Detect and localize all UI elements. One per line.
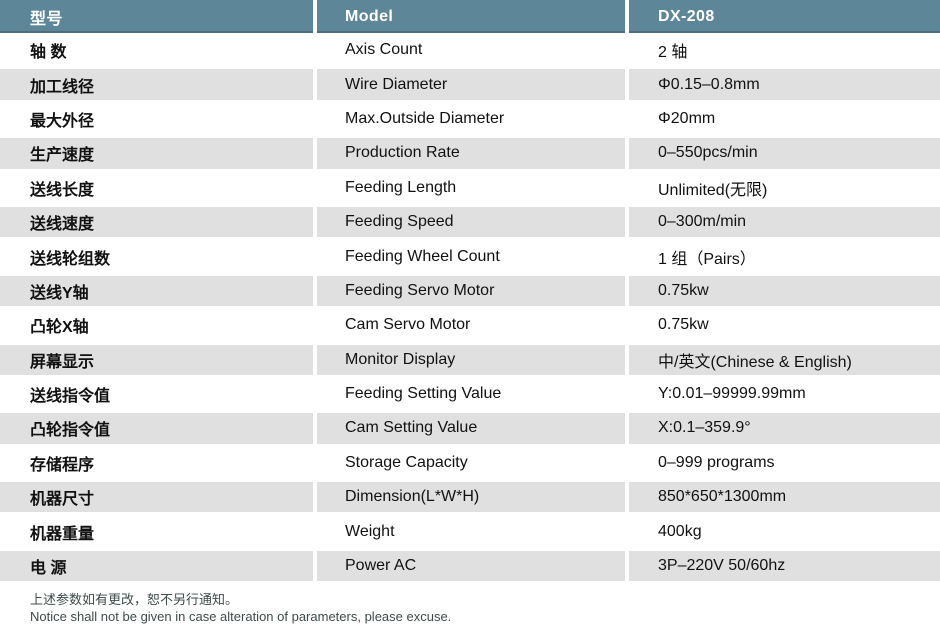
spec-label-cn: 送线速度 [0, 204, 317, 240]
spec-label-cn: 电 源 [0, 548, 317, 584]
spec-label-en: Max.Outside Diameter [317, 101, 629, 137]
spec-label-cn: 送线指令值 [0, 376, 317, 412]
table-row: 机器重量 Weight 400kg [0, 514, 940, 549]
spec-label-en: Axis Count [317, 33, 629, 68]
spec-label-en: Cam Servo Motor [317, 308, 629, 343]
table-row: 生产速度 Production Rate 0–550pcs/min [0, 136, 940, 171]
table-row: 送线指令值 Feeding Setting Value Y:0.01–99999… [0, 376, 940, 412]
disclaimer-line-cn: 上述参数如有更改，恕不另行通知。 [30, 592, 239, 608]
spec-label-en: Weight [317, 514, 629, 549]
header-model-label-en: Model [317, 0, 629, 33]
spec-label-en: Feeding Speed [317, 204, 629, 240]
spec-value: Y:0.01–99999.99mm [629, 376, 940, 412]
table-header-row: 型号 Model DX-208 [0, 0, 940, 33]
spec-value: Φ0.15–0.8mm [629, 67, 940, 102]
spec-table-body: 轴 数 Axis Count 2 轴 加工线径 Wire Diameter Φ0… [0, 33, 940, 584]
table-row: 送线轮组数 Feeding Wheel Count 1 组（Pairs） [0, 239, 940, 274]
spec-label-en: Dimension(L*W*H) [317, 480, 629, 515]
spec-label-en: Feeding Wheel Count [317, 239, 629, 274]
spec-label-en: Power AC [317, 548, 629, 584]
table-row: 电 源 Power AC 3P–220V 50/60hz [0, 548, 940, 584]
spec-label-en: Feeding Servo Motor [317, 273, 629, 309]
table-row: 存储程序 Storage Capacity 0–999 programs [0, 445, 940, 481]
spec-label-en: Production Rate [317, 136, 629, 171]
spec-label-en: Feeding Length [317, 170, 629, 205]
spec-value: 0.75kw [629, 273, 940, 309]
spec-label-cn: 机器尺寸 [0, 480, 317, 515]
spec-value: 0.75kw [629, 308, 940, 343]
spec-label-en: Monitor Display [317, 342, 629, 377]
header-model-value: DX-208 [629, 0, 940, 33]
table-row: 最大外径 Max.Outside Diameter Φ20mm [0, 101, 940, 137]
table-row: 送线长度 Feeding Length Unlimited(无限) [0, 170, 940, 205]
spec-label-cn: 送线Y轴 [0, 273, 317, 309]
spec-label-en: Storage Capacity [317, 445, 629, 481]
spec-label-cn: 轴 数 [0, 33, 317, 68]
table-row: 屏幕显示 Monitor Display 中/英文(Chinese & Engl… [0, 342, 940, 377]
spec-label-en: Feeding Setting Value [317, 376, 629, 412]
disclaimer: 上述参数如有更改，恕不另行通知。 Notice shall not be giv… [0, 583, 940, 625]
disclaimer-line-en: Notice shall not be given in case altera… [30, 608, 452, 624]
spec-label-en: Wire Diameter [317, 67, 629, 102]
table-row: 机器尺寸 Dimension(L*W*H) 850*650*1300mm [0, 480, 940, 515]
table-row: 凸轮X轴 Cam Servo Motor 0.75kw [0, 308, 940, 343]
spec-value: 0–300m/min [629, 204, 940, 240]
spec-label-cn: 凸轮指令值 [0, 411, 317, 446]
table-row: 凸轮指令值 Cam Setting Value X:0.1–359.9° [0, 411, 940, 446]
spec-label-cn: 凸轮X轴 [0, 308, 317, 343]
table-row: 轴 数 Axis Count 2 轴 [0, 33, 940, 68]
spec-label-cn: 存储程序 [0, 445, 317, 481]
spec-value: 0–550pcs/min [629, 136, 940, 171]
header-model-label-cn: 型号 [0, 0, 317, 33]
spec-value: 0–999 programs [629, 445, 940, 481]
spec-label-cn: 最大外径 [0, 101, 317, 137]
table-row: 加工线径 Wire Diameter Φ0.15–0.8mm [0, 67, 940, 102]
spec-label-cn: 送线长度 [0, 170, 317, 205]
spec-label-cn: 送线轮组数 [0, 239, 317, 274]
spec-value: 1 组（Pairs） [629, 239, 940, 274]
spec-value: 400kg [629, 514, 940, 549]
spec-value: Φ20mm [629, 101, 940, 137]
spec-value: 850*650*1300mm [629, 480, 940, 515]
table-row: 送线速度 Feeding Speed 0–300m/min [0, 204, 940, 240]
table-row: 送线Y轴 Feeding Servo Motor 0.75kw [0, 273, 940, 309]
spec-value: Unlimited(无限) [629, 170, 940, 205]
spec-label-cn: 机器重量 [0, 514, 317, 549]
spec-value: X:0.1–359.9° [629, 411, 940, 446]
spec-label-en: Cam Setting Value [317, 411, 629, 446]
spec-value: 3P–220V 50/60hz [629, 548, 940, 584]
spec-label-cn: 屏幕显示 [0, 342, 317, 377]
spec-value: 2 轴 [629, 33, 940, 68]
spec-label-cn: 加工线径 [0, 67, 317, 102]
spec-label-cn: 生产速度 [0, 136, 317, 171]
spec-value: 中/英文(Chinese & English) [629, 342, 940, 377]
